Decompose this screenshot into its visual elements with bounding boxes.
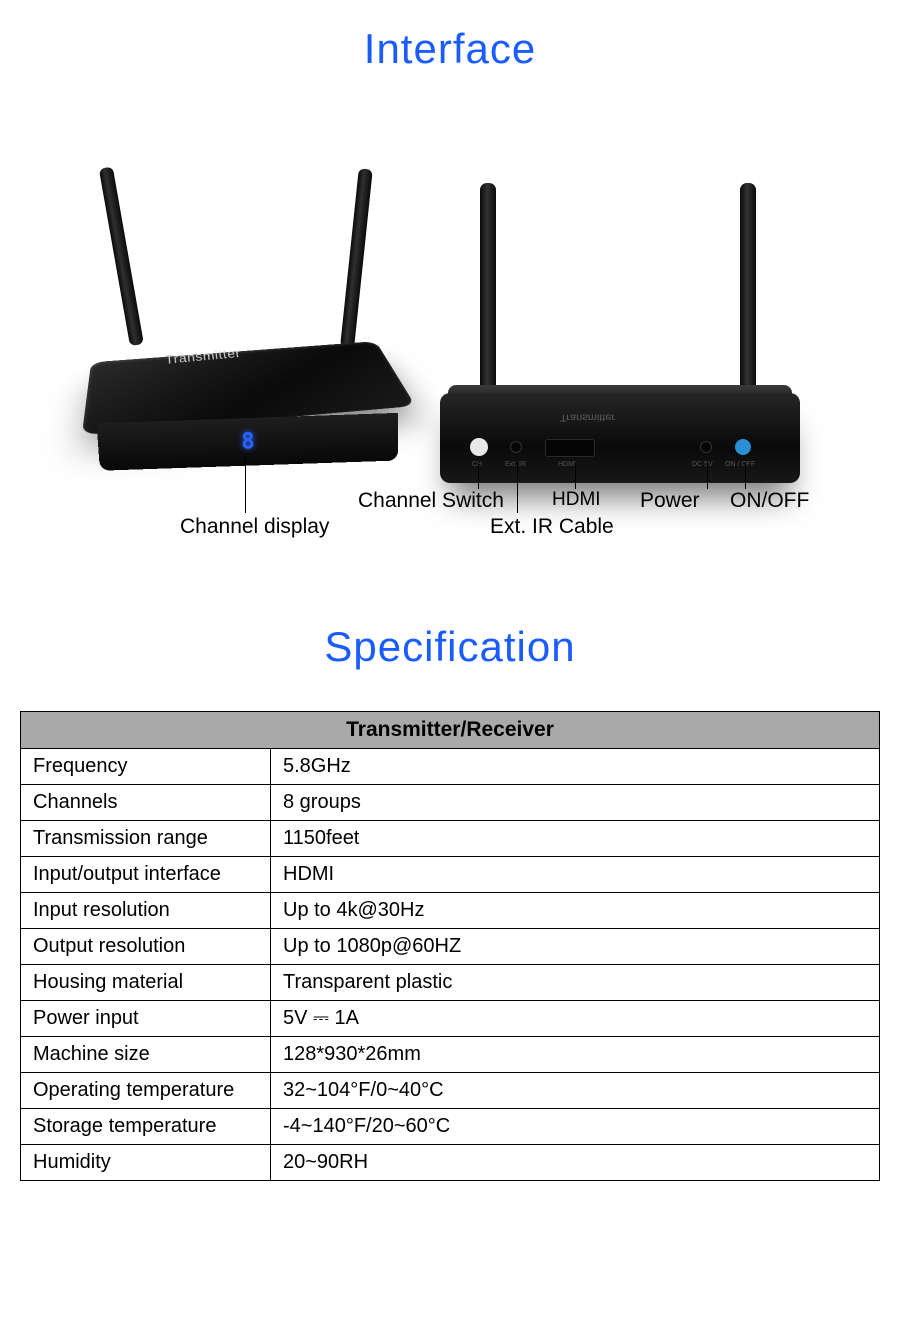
specification-table: Transmitter/Receiver Frequency5.8GHzChan… — [20, 711, 880, 1181]
interface-section: Interface Transmitter 8 Transmitter CH — [0, 0, 900, 553]
table-row: Transmission range1150feet — [21, 821, 880, 857]
table-row: Housing materialTransparent plastic — [21, 965, 880, 1001]
antenna-icon — [340, 168, 373, 348]
device-label-rear: Transmitter — [560, 412, 615, 423]
transmitter-front-view: Transmitter 8 — [70, 243, 420, 443]
spec-label: Input resolution — [21, 893, 271, 929]
antenna-icon — [99, 167, 144, 347]
spec-label: Output resolution — [21, 929, 271, 965]
table-row: Machine size128*930*26mm — [21, 1037, 880, 1073]
port-label-hdmi: HDMI — [558, 461, 576, 468]
spec-label: Channels — [21, 785, 271, 821]
spec-label: Machine size — [21, 1037, 271, 1073]
table-row: Input/output interfaceHDMI — [21, 857, 880, 893]
spec-value: 32~104°F/0~40°C — [271, 1073, 880, 1109]
spec-value: 128*930*26mm — [271, 1037, 880, 1073]
callout-ext-ir: Ext. IR Cable — [490, 515, 614, 539]
table-row: Output resolutionUp to 1080p@60HZ — [21, 929, 880, 965]
spec-label: Power input — [21, 1001, 271, 1037]
table-body: Frequency5.8GHzChannels8 groupsTransmiss… — [21, 749, 880, 1181]
table-header: Transmitter/Receiver — [21, 712, 880, 749]
spec-label: Frequency — [21, 749, 271, 785]
table-row: Operating temperature32~104°F/0~40°C — [21, 1073, 880, 1109]
specification-section: Specification Transmitter/Receiver Frequ… — [0, 623, 900, 1181]
hdmi-port — [545, 439, 595, 457]
spec-label: Transmission range — [21, 821, 271, 857]
spec-label: Humidity — [21, 1145, 271, 1181]
spec-value: Transparent plastic — [271, 965, 880, 1001]
port-label-onoff: ON / OFF — [725, 461, 755, 468]
spec-value: 5V ⎓ 1A — [271, 1001, 880, 1037]
callout-line — [245, 458, 246, 513]
antenna-icon — [480, 183, 496, 403]
spec-value: HDMI — [271, 857, 880, 893]
port-label-extir: Ext. IR — [505, 461, 526, 468]
channel-switch-port — [470, 438, 488, 456]
table-row: Frequency5.8GHz — [21, 749, 880, 785]
table-row: Storage temperature-4~140°F/20~60°C — [21, 1109, 880, 1145]
callout-channel-display: Channel display — [180, 515, 329, 539]
power-port — [700, 441, 712, 453]
table-row: Input resolutionUp to 4k@30Hz — [21, 893, 880, 929]
spec-value: Up to 1080p@60HZ — [271, 929, 880, 965]
spec-value: 1150feet — [271, 821, 880, 857]
ext-ir-port — [510, 441, 522, 453]
spec-value: -4~140°F/20~60°C — [271, 1109, 880, 1145]
spec-value: Up to 4k@30Hz — [271, 893, 880, 929]
port-label-dc: DC 5V — [692, 461, 713, 468]
table-row: Humidity20~90RH — [21, 1145, 880, 1181]
antenna-icon — [740, 183, 756, 403]
product-image-area: Transmitter 8 Transmitter CH Ext. IR HDM… — [0, 103, 900, 553]
interface-heading: Interface — [0, 25, 900, 73]
spec-value: 8 groups — [271, 785, 880, 821]
spec-value: 5.8GHz — [271, 749, 880, 785]
spec-label: Housing material — [21, 965, 271, 1001]
channel-display-digit: 8 — [241, 429, 255, 454]
table-row: Power input5V ⎓ 1A — [21, 1001, 880, 1037]
transmitter-rear-view: Transmitter CH Ext. IR HDMI DC 5V ON / O… — [430, 193, 810, 493]
specification-heading: Specification — [0, 623, 900, 671]
spec-value: 20~90RH — [271, 1145, 880, 1181]
spec-label: Storage temperature — [21, 1109, 271, 1145]
spec-label: Input/output interface — [21, 857, 271, 893]
port-label-ch: CH — [472, 461, 482, 468]
spec-label: Operating temperature — [21, 1073, 271, 1109]
table-row: Channels8 groups — [21, 785, 880, 821]
device-front-panel: 8 — [97, 413, 398, 471]
onoff-button — [735, 439, 751, 455]
device-rear-panel — [440, 393, 800, 483]
